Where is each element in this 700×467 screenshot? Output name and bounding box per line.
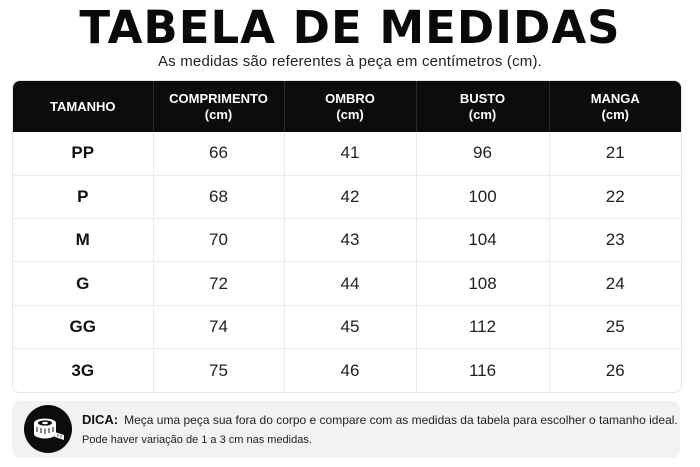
size-cell: GG <box>13 305 154 350</box>
busto-cell: 112 <box>416 305 550 350</box>
comprimento-cell: 68 <box>153 175 285 220</box>
header-label: OMBRO <box>325 90 375 106</box>
busto-cell: 100 <box>416 175 550 220</box>
header-unit: (cm) <box>601 106 629 122</box>
table-row: 3G 75 46 116 26 <box>13 348 681 392</box>
ombro-cell: 46 <box>284 348 417 392</box>
ombro-cell: 43 <box>284 218 417 263</box>
table-row: GG 74 45 112 25 <box>13 305 681 350</box>
size-cell: M <box>13 218 154 263</box>
tip-box: DICA: Meça uma peça sua fora do corpo e c… <box>12 401 680 458</box>
header-busto: BUSTO (cm) <box>416 81 550 132</box>
busto-cell: 96 <box>416 132 550 176</box>
manga-cell: 23 <box>549 218 681 263</box>
ombro-cell: 44 <box>284 261 417 306</box>
ombro-cell: 41 <box>284 132 417 176</box>
header-tamanho: TAMANHO <box>13 81 154 132</box>
header-comprimento: COMPRIMENTO (cm) <box>153 81 285 132</box>
size-table-container: TAMANHO COMPRIMENTO (cm) OMBRO (cm) BUST… <box>12 80 682 393</box>
busto-cell: 104 <box>416 218 550 263</box>
manga-cell: 21 <box>549 132 681 176</box>
manga-cell: 25 <box>549 305 681 350</box>
manga-cell: 26 <box>605 360 625 380</box>
header-label: MANGA <box>590 90 640 106</box>
busto-cell: 116 <box>416 348 550 392</box>
header-label: COMPRIMENTO <box>169 90 268 106</box>
header-label: BUSTO <box>459 90 506 106</box>
size-cell: 3G <box>13 348 154 392</box>
tip-text: Meça uma peça sua fora do corpo e compar… <box>124 413 678 427</box>
busto-cell: 108 <box>416 261 550 306</box>
comprimento-cell: 74 <box>153 305 285 350</box>
header-manga: MANGA (cm) <box>549 81 681 132</box>
ombro-cell: 42 <box>284 175 417 220</box>
comprimento-cell: 72 <box>153 261 285 306</box>
table-row: M 70 43 104 23 <box>13 218 681 263</box>
size-cell: G <box>13 261 154 306</box>
header-unit: (cm) <box>336 106 364 122</box>
tip-text-line2: Pode haver variação de 1 a 3 cm nas medi… <box>82 434 312 446</box>
manga-cell: 24 <box>549 261 681 306</box>
comprimento-cell: 66 <box>153 132 285 176</box>
comprimento-cell: 70 <box>153 218 285 263</box>
size-cell: PP <box>13 132 154 176</box>
measuring-tape-icon <box>24 405 72 453</box>
page-subtitle: As medidas são referentes à peça em cent… <box>157 53 543 70</box>
table-row: PP 66 41 96 21 <box>13 132 681 176</box>
header-label: TAMANHO <box>50 98 116 114</box>
page-title: TABELA DE MEDIDAS <box>79 1 621 54</box>
size-table: TAMANHO COMPRIMENTO (cm) OMBRO (cm) BUST… <box>13 81 681 392</box>
manga-cell: 22 <box>549 175 681 220</box>
comprimento-cell: 75 <box>153 348 285 392</box>
tip-label: DICA: <box>82 412 119 427</box>
header-ombro: OMBRO (cm) <box>284 81 417 132</box>
ombro-cell: 45 <box>284 305 417 350</box>
header-unit: (cm) <box>468 106 497 122</box>
tip-text-line1: DICA: Meça uma peça sua fora do corpo e c… <box>82 412 678 428</box>
header-unit: (cm) <box>204 106 233 122</box>
table-row: G 72 44 108 24 <box>13 261 681 306</box>
size-cell: P <box>13 175 154 220</box>
table-row: P 68 42 100 22 <box>13 175 681 220</box>
table-header-row: TAMANHO COMPRIMENTO (cm) OMBRO (cm) BUST… <box>13 81 681 132</box>
